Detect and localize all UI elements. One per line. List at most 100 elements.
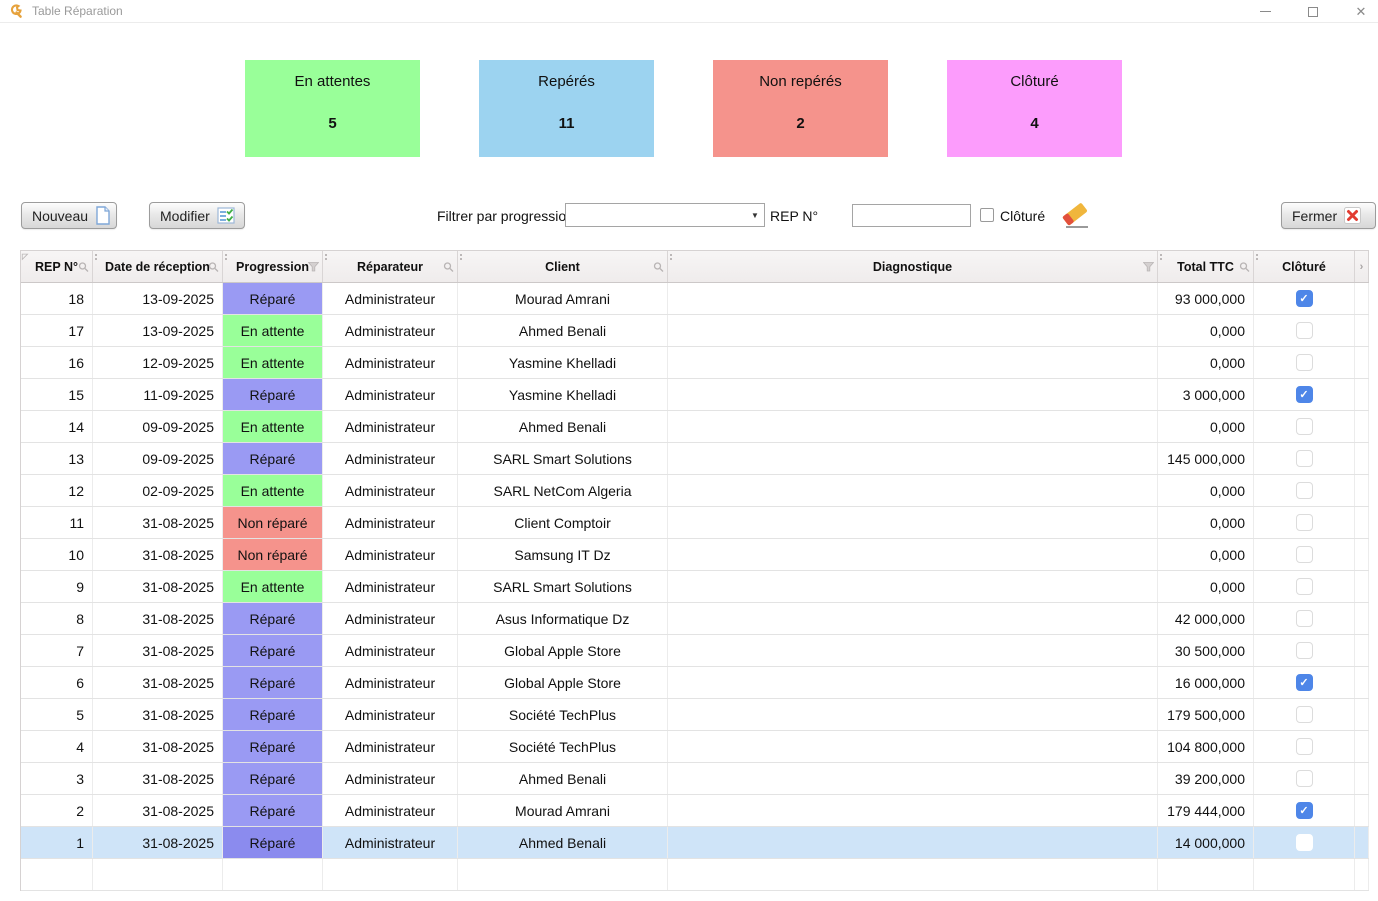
table-row[interactable]: 1 31-08-2025 Réparé Administrateur Ahmed Ben…: [21, 827, 1369, 859]
cell-cloture[interactable]: [1254, 539, 1355, 570]
chevron-down-icon[interactable]: ▼: [751, 210, 759, 220]
cell-diagnostique: [668, 635, 1158, 666]
cell-cloture[interactable]: [1254, 699, 1355, 730]
cell-cloture[interactable]: [1254, 603, 1355, 634]
cell-client: Mourad Amrani: [458, 795, 668, 826]
cell-rep: 14: [21, 411, 93, 442]
checkbox-unchecked-icon[interactable]: [1295, 738, 1313, 755]
close-button[interactable]: ✕: [1355, 3, 1367, 19]
checkbox-checked-icon[interactable]: ✓: [1295, 386, 1313, 403]
table-row[interactable]: 18 13-09-2025 Réparé Administrateur Mourad A…: [21, 283, 1369, 315]
eraser-icon[interactable]: [1058, 199, 1094, 230]
checkbox-unchecked-icon[interactable]: [1295, 642, 1313, 659]
column-header-diagnostique[interactable]: Diagnostique: [668, 251, 1158, 282]
column-header-reparateur[interactable]: Réparateur: [323, 251, 458, 282]
cell-cloture[interactable]: [1254, 443, 1355, 474]
checkbox-checked-icon[interactable]: ✓: [1295, 674, 1313, 691]
table-row[interactable]: 12 02-09-2025 En attente Administrateur SARL…: [21, 475, 1369, 507]
cell-date: 11-09-2025: [93, 379, 223, 410]
cell-diagnostique: [668, 539, 1158, 570]
checkbox-unchecked-icon[interactable]: [1295, 610, 1313, 627]
chevron-right-icon[interactable]: ›: [1359, 260, 1364, 273]
cell-cloture[interactable]: ✓: [1254, 283, 1355, 314]
search-icon[interactable]: [208, 261, 219, 272]
checkbox-checked-icon[interactable]: ✓: [1295, 290, 1313, 307]
column-resize-grip[interactable]: [1256, 254, 1258, 256]
table-row[interactable]: 6 31-08-2025 Réparé Administrateur Global Ap…: [21, 667, 1369, 699]
table-row[interactable]: 2 31-08-2025 Réparé Administrateur Mourad Am…: [21, 795, 1369, 827]
cell-progression: En attente: [223, 475, 323, 506]
minimize-button[interactable]: [1256, 3, 1274, 21]
column-resize-grip[interactable]: [670, 254, 672, 256]
cloture-checkbox[interactable]: [980, 208, 994, 222]
table-row[interactable]: 13 09-09-2025 Réparé Administrateur SARL Sma…: [21, 443, 1369, 475]
column-header-progression[interactable]: Progression: [223, 251, 323, 282]
checkbox-unchecked-icon[interactable]: [1295, 322, 1313, 339]
table-row[interactable]: 16 12-09-2025 En attente Administrateur Yasm…: [21, 347, 1369, 379]
column-resize-grip[interactable]: [325, 254, 327, 256]
cell-cloture[interactable]: [1254, 571, 1355, 602]
checkbox-unchecked-icon[interactable]: [1295, 578, 1313, 595]
search-icon[interactable]: [78, 261, 89, 272]
checkbox-checked-icon[interactable]: ✓: [1295, 802, 1313, 819]
cell-cloture[interactable]: [1254, 507, 1355, 538]
select-all-icon[interactable]: ◸: [22, 252, 29, 261]
checkbox-unchecked-icon[interactable]: [1295, 770, 1313, 787]
checkbox-unchecked-icon[interactable]: [1295, 354, 1313, 371]
filter-funnel-icon[interactable]: [1143, 261, 1154, 272]
scroll-right-strip[interactable]: ›: [1355, 251, 1369, 282]
modifier-button[interactable]: Modifier: [149, 202, 245, 229]
table-row[interactable]: 11 31-08-2025 Non réparé Administrateur Clie…: [21, 507, 1369, 539]
cell-progression: Réparé: [223, 379, 323, 410]
maximize-button[interactable]: [1304, 3, 1322, 21]
checkbox-unchecked-icon[interactable]: [1295, 834, 1313, 851]
column-header-client[interactable]: Client: [458, 251, 668, 282]
table-row[interactable]: 8 31-08-2025 Réparé Administrateur Asus Info…: [21, 603, 1369, 635]
repair-table: ◸ REP N° Date de réception Progression R…: [20, 250, 1369, 891]
table-row[interactable]: 5 31-08-2025 Réparé Administrateur Société T…: [21, 699, 1369, 731]
filter-progression-combobox[interactable]: ▼: [565, 203, 765, 227]
table-row[interactable]: 9 31-08-2025 En attente Administrateur SARL …: [21, 571, 1369, 603]
column-header-rep[interactable]: ◸ REP N°: [21, 251, 93, 282]
checkbox-unchecked-icon[interactable]: [1295, 450, 1313, 467]
cell-rep: 6: [21, 667, 93, 698]
cell-cloture[interactable]: [1254, 475, 1355, 506]
column-resize-grip[interactable]: [95, 254, 97, 256]
search-icon[interactable]: [443, 261, 454, 272]
column-resize-grip[interactable]: [1160, 254, 1162, 256]
search-icon[interactable]: [653, 261, 664, 272]
cell-cloture[interactable]: [1254, 347, 1355, 378]
column-resize-grip[interactable]: [225, 254, 227, 256]
table-row[interactable]: 14 09-09-2025 En attente Administrateur Ahme…: [21, 411, 1369, 443]
cell-cloture[interactable]: [1254, 635, 1355, 666]
table-row[interactable]: 3 31-08-2025 Réparé Administrateur Ahmed Ben…: [21, 763, 1369, 795]
column-resize-grip[interactable]: [460, 254, 462, 256]
cell-cloture[interactable]: [1254, 731, 1355, 762]
checkbox-unchecked-icon[interactable]: [1295, 706, 1313, 723]
column-header-cloture[interactable]: Clôturé: [1254, 251, 1355, 282]
checkbox-unchecked-icon[interactable]: [1295, 546, 1313, 563]
search-icon[interactable]: [1239, 261, 1250, 272]
cell-cloture[interactable]: ✓: [1254, 795, 1355, 826]
column-header-date[interactable]: Date de réception: [93, 251, 223, 282]
cell-cloture[interactable]: [1254, 315, 1355, 346]
table-row[interactable]: 4 31-08-2025 Réparé Administrateur Société T…: [21, 731, 1369, 763]
table-row[interactable]: 17 13-09-2025 En attente Administrateur Ahme…: [21, 315, 1369, 347]
table-row[interactable]: 10 31-08-2025 Non réparé Administrateur Sams…: [21, 539, 1369, 571]
cell-cloture[interactable]: ✓: [1254, 667, 1355, 698]
nouveau-button[interactable]: Nouveau: [21, 202, 117, 229]
cell-cloture[interactable]: [1254, 411, 1355, 442]
checkbox-unchecked-icon[interactable]: [1295, 514, 1313, 531]
cell-progression: [223, 859, 323, 890]
filter-funnel-icon[interactable]: [308, 261, 319, 272]
checkbox-unchecked-icon[interactable]: [1295, 482, 1313, 499]
cell-cloture[interactable]: ✓: [1254, 379, 1355, 410]
checkbox-unchecked-icon[interactable]: [1295, 418, 1313, 435]
rep-number-input[interactable]: [852, 204, 971, 227]
cell-cloture[interactable]: [1254, 827, 1355, 858]
fermer-button[interactable]: Fermer: [1281, 202, 1376, 229]
column-header-total[interactable]: Total TTC: [1158, 251, 1254, 282]
table-row[interactable]: 7 31-08-2025 Réparé Administrateur Global Ap…: [21, 635, 1369, 667]
table-row[interactable]: 15 11-09-2025 Réparé Administrateur Yasmine …: [21, 379, 1369, 411]
cell-cloture[interactable]: [1254, 763, 1355, 794]
